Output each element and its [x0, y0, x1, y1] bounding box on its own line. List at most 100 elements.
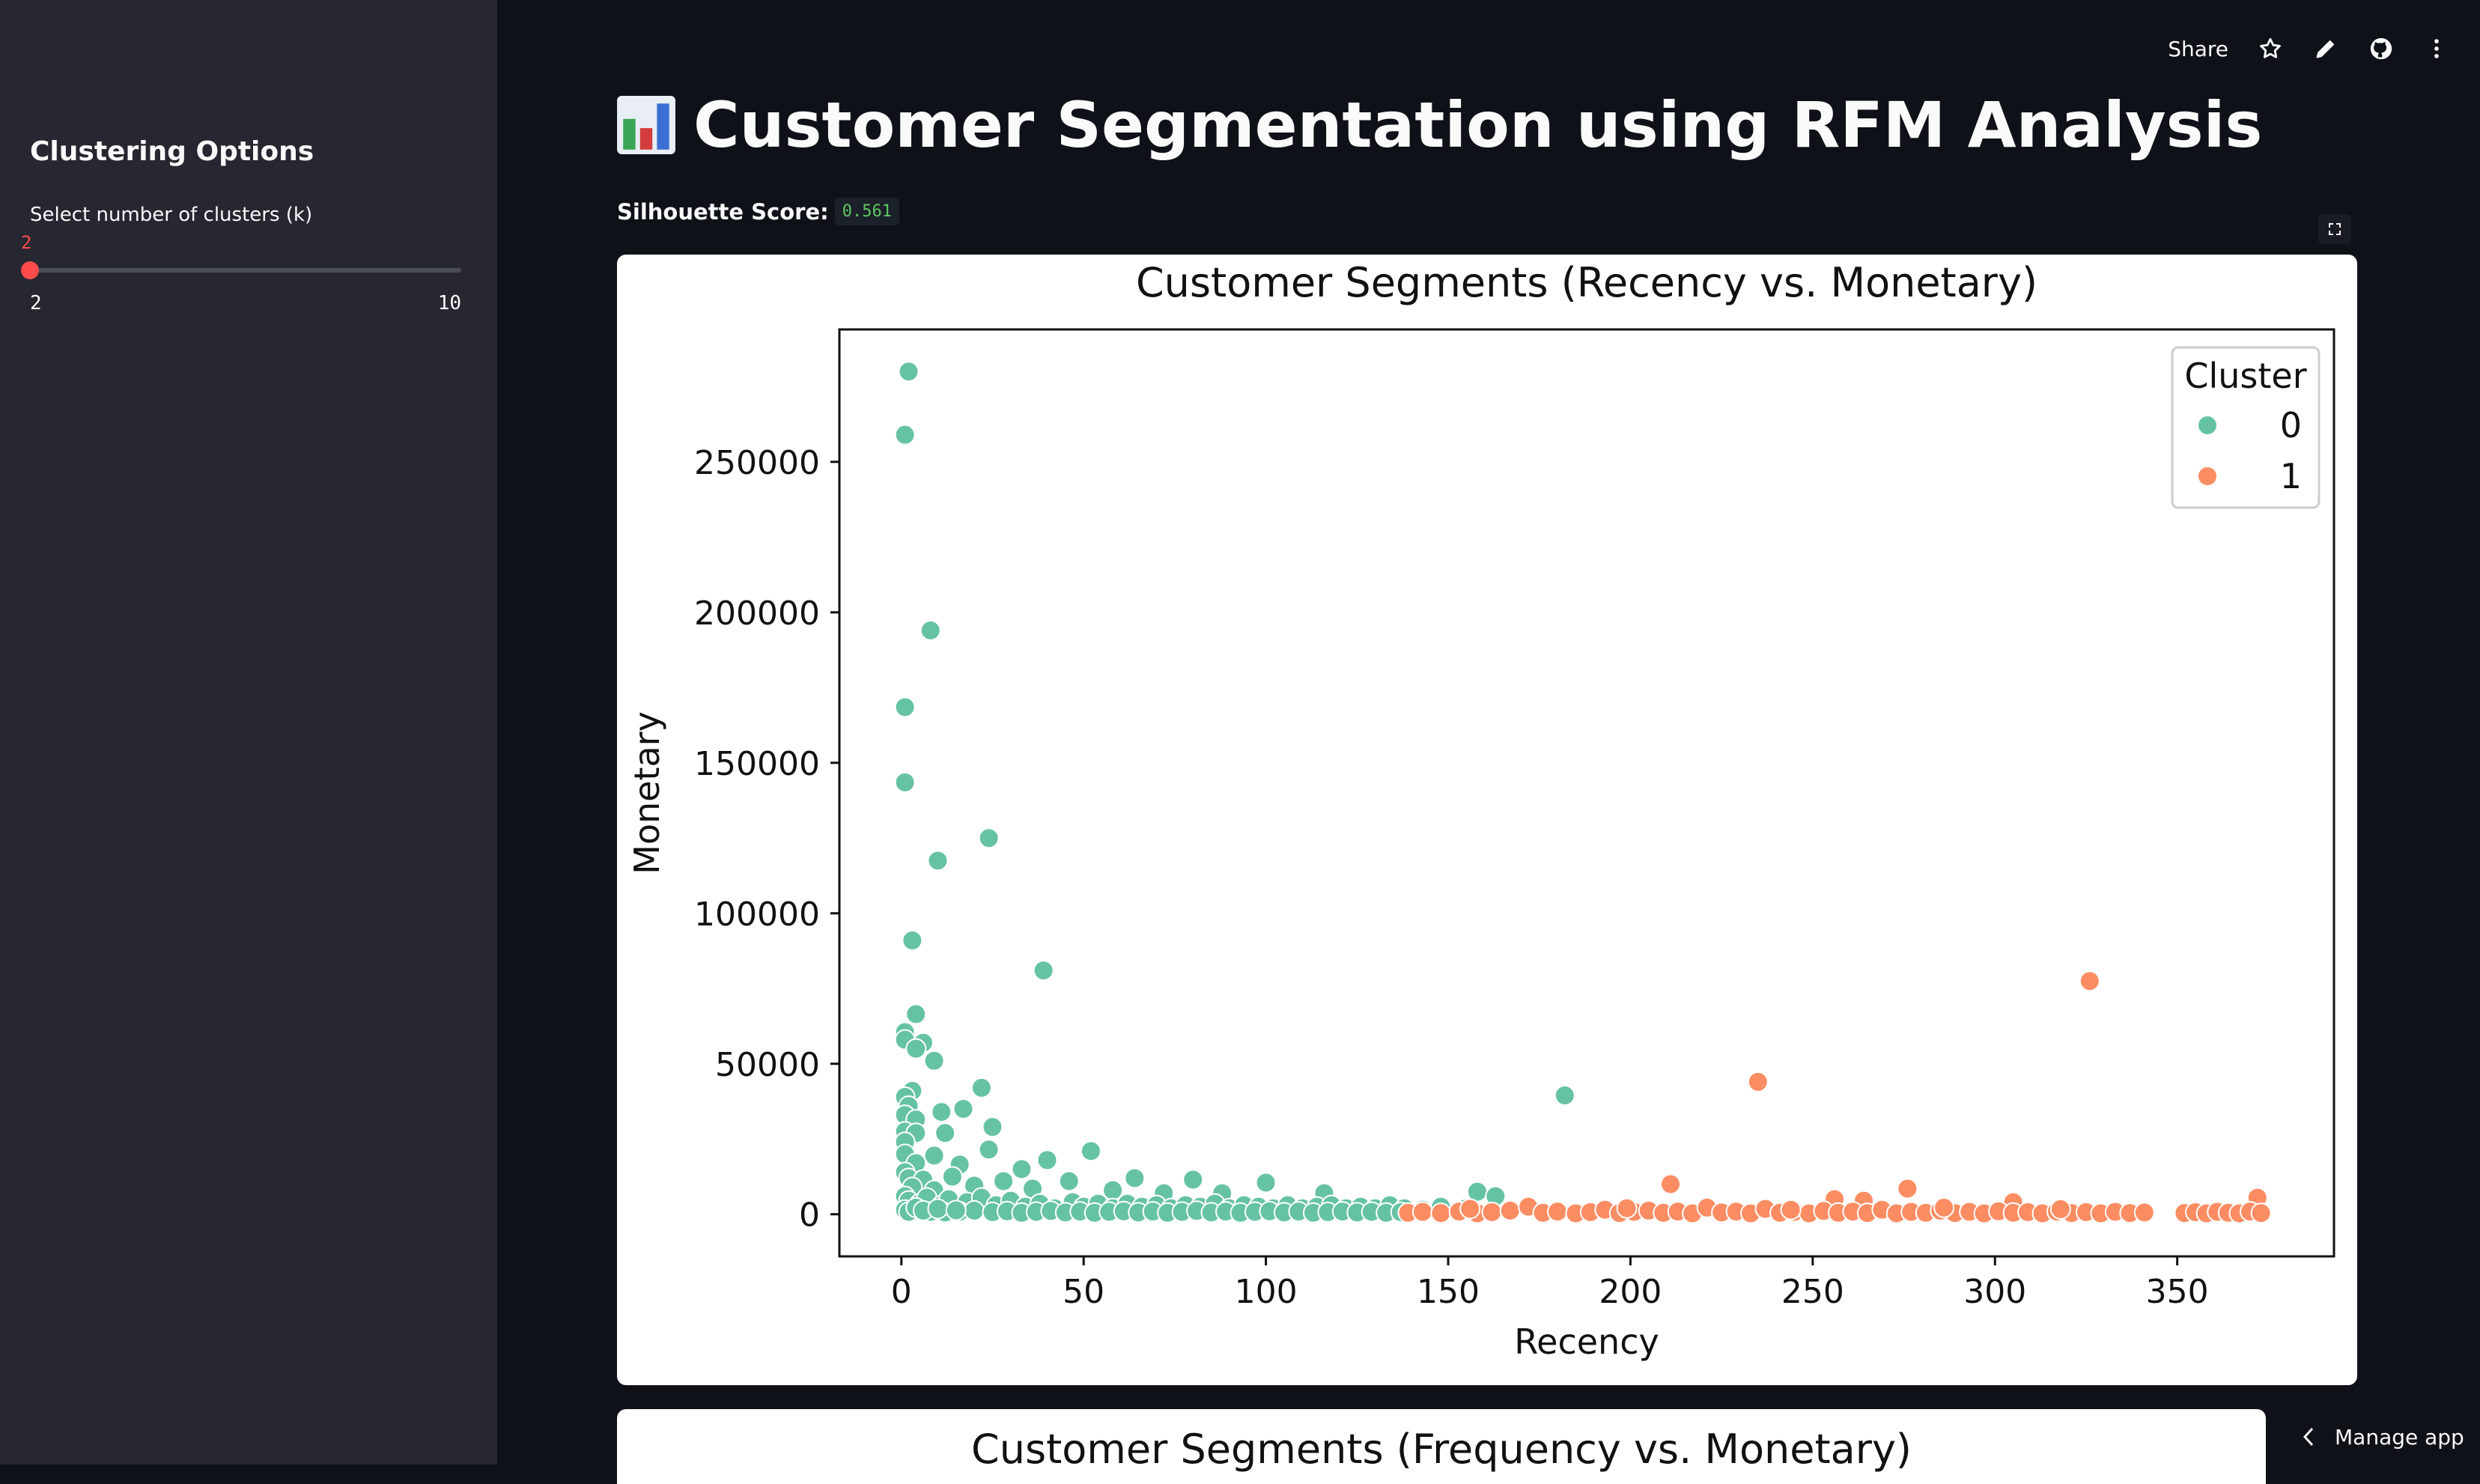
github-icon[interactable] — [2368, 35, 2395, 62]
data-point-cluster-0 — [978, 1139, 1000, 1161]
data-point-cluster-1 — [1747, 1071, 1769, 1092]
data-point-cluster-1 — [2049, 1198, 2071, 1220]
y-tick-label: 250000 — [694, 444, 820, 482]
data-point-cluster-1 — [1430, 1202, 1452, 1224]
data-point-cluster-0 — [970, 1077, 992, 1098]
star-icon[interactable] — [2257, 35, 2284, 62]
data-point-cluster-1 — [1459, 1198, 1481, 1220]
data-point-cluster-0 — [931, 1101, 952, 1123]
silhouette-value: 0.561 — [834, 198, 899, 225]
legend-marker-cluster-1 — [2197, 466, 2218, 487]
data-point-cluster-0 — [923, 1050, 945, 1071]
pencil-icon[interactable] — [2312, 35, 2339, 62]
data-point-cluster-0 — [952, 1098, 974, 1120]
silhouette-label: Silhouette Score: — [617, 198, 829, 225]
data-point-cluster-0 — [934, 1122, 956, 1144]
data-point-cluster-1 — [2079, 970, 2100, 992]
sidebar: Clustering Options Select number of clus… — [0, 0, 497, 1465]
data-point-cluster-1 — [1659, 1173, 1681, 1195]
plot-frame — [838, 328, 2335, 1258]
x-tick-label: 350 — [2146, 1273, 2209, 1311]
x-tick-label: 100 — [1235, 1273, 1298, 1311]
data-point-cluster-0 — [920, 619, 941, 641]
data-point-cluster-0 — [1554, 1084, 1575, 1106]
x-tick-label: 250 — [1781, 1273, 1844, 1311]
manage-app-label: Manage app — [2335, 1424, 2464, 1450]
data-point-cluster-0 — [894, 696, 916, 718]
manage-app-button[interactable]: Manage app — [2266, 1409, 2480, 1465]
data-point-cluster-0 — [1255, 1172, 1277, 1193]
cluster-slider-min: 2 — [30, 292, 42, 314]
x-tick-label: 200 — [1599, 1273, 1662, 1311]
frequency-monetary-chart-card: Customer Segments (Frequency vs. Monetar… — [617, 1409, 2266, 1484]
data-point-cluster-0 — [993, 1170, 1015, 1192]
app-toolbar: Share — [2168, 30, 2450, 67]
y-tick-label: 100000 — [694, 895, 820, 934]
y-axis-label: Monetary — [627, 711, 667, 875]
data-point-cluster-0 — [905, 1003, 927, 1025]
cluster-slider-thumb[interactable] — [21, 261, 39, 279]
cluster-slider-track[interactable] — [30, 268, 461, 273]
data-point-cluster-1 — [1481, 1201, 1503, 1223]
x-tick-label: 150 — [1417, 1273, 1480, 1311]
data-point-cluster-0 — [927, 850, 949, 872]
data-point-cluster-1 — [1547, 1201, 1569, 1223]
chevron-left-icon — [2303, 1427, 2314, 1447]
chart-title: Customer Segments (Recency vs. Monetary) — [1136, 259, 2037, 306]
recency-monetary-scatter: Customer Segments (Recency vs. Monetary)… — [627, 259, 2335, 1362]
x-axis-label: Recency — [1514, 1322, 1659, 1362]
scatter-chart-card: Customer Segments (Recency vs. Monetary)… — [617, 255, 2357, 1385]
cluster-slider-label: Select number of clusters (k) — [30, 204, 313, 226]
cluster-slider-max: 10 — [437, 292, 461, 314]
page-title-text: Customer Segmentation using RFM Analysis — [693, 88, 2263, 162]
data-point-cluster-1 — [1499, 1199, 1521, 1221]
next-chart-title: Customer Segments (Frequency vs. Monetar… — [971, 1426, 1912, 1473]
data-point-cluster-0 — [978, 827, 1000, 849]
legend-marker-cluster-0 — [2197, 415, 2218, 436]
y-tick-label: 150000 — [694, 745, 820, 783]
legend-label-cluster-1: 1 — [2280, 456, 2302, 496]
data-point-cluster-1 — [1616, 1197, 1638, 1219]
page-title: Customer Segmentation using RFM Analysis — [616, 88, 2262, 162]
cluster-slider-value: 2 — [21, 232, 32, 253]
silhouette-row: Silhouette Score: 0.561 — [617, 198, 899, 225]
data-point-cluster-0 — [894, 771, 916, 793]
legend-label-cluster-0: 0 — [2280, 405, 2302, 445]
data-point-cluster-1 — [2133, 1202, 2155, 1223]
data-point-cluster-0 — [1124, 1167, 1146, 1189]
data-point-cluster-0 — [927, 1198, 949, 1220]
data-point-cluster-0 — [941, 1166, 963, 1187]
data-point-cluster-0 — [1033, 960, 1054, 982]
x-tick-label: 0 — [891, 1273, 912, 1311]
y-tick-label: 50000 — [715, 1046, 820, 1084]
data-point-cluster-1 — [1897, 1178, 1918, 1199]
data-point-cluster-0 — [905, 1038, 927, 1059]
sidebar-title: Clustering Options — [30, 136, 314, 167]
data-point-cluster-0 — [1036, 1149, 1058, 1171]
data-point-cluster-0 — [1011, 1158, 1033, 1180]
x-tick-label: 300 — [1963, 1273, 2026, 1311]
data-point-cluster-0 — [964, 1199, 985, 1221]
data-point-cluster-1 — [1933, 1196, 1955, 1218]
y-tick-label: 0 — [799, 1196, 820, 1235]
data-point-cluster-0 — [982, 1116, 1003, 1138]
y-tick-label: 200000 — [694, 594, 820, 633]
legend-title: Cluster — [2184, 356, 2306, 396]
data-point-cluster-0 — [945, 1199, 967, 1221]
data-point-cluster-0 — [923, 1145, 945, 1167]
data-point-cluster-1 — [2250, 1202, 2272, 1224]
more-vertical-icon[interactable] — [2423, 35, 2450, 62]
share-button[interactable]: Share — [2168, 36, 2228, 61]
data-point-cluster-0 — [894, 424, 916, 445]
chart-legend: Cluster 0 1 — [2171, 346, 2321, 509]
x-tick-label: 50 — [1063, 1273, 1104, 1311]
data-point-cluster-0 — [1058, 1170, 1080, 1192]
data-point-cluster-0 — [898, 361, 920, 383]
bar-chart-emoji-icon — [617, 96, 675, 154]
data-point-cluster-0 — [1182, 1169, 1204, 1190]
data-point-cluster-0 — [1080, 1140, 1101, 1162]
data-point-cluster-1 — [1411, 1201, 1433, 1223]
fullscreen-icon[interactable] — [2318, 214, 2351, 244]
data-point-cluster-1 — [1780, 1199, 1802, 1220]
data-point-cluster-0 — [902, 929, 923, 951]
